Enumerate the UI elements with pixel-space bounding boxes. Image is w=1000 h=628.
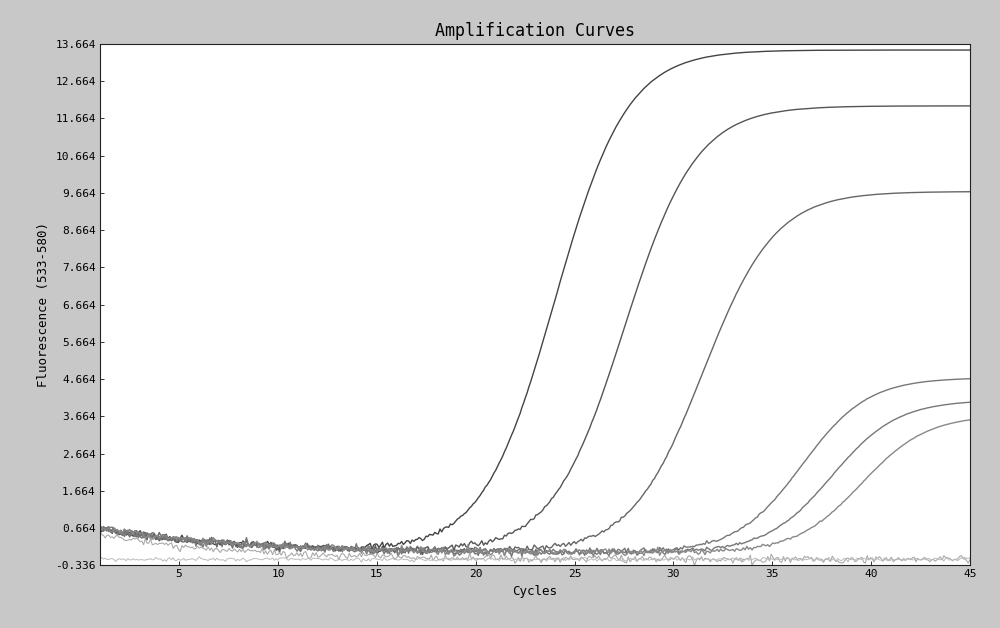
Title: Amplification Curves: Amplification Curves	[435, 21, 635, 40]
Y-axis label: Fluorescence (533-580): Fluorescence (533-580)	[37, 222, 50, 387]
X-axis label: Cycles: Cycles	[512, 585, 558, 598]
